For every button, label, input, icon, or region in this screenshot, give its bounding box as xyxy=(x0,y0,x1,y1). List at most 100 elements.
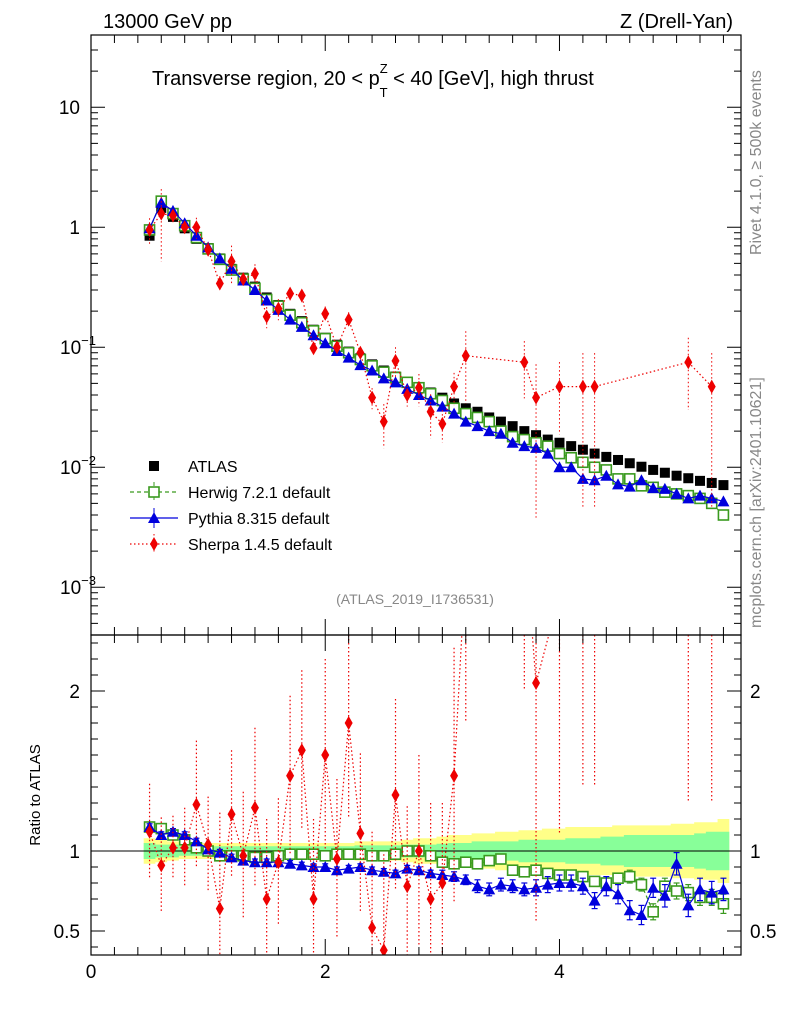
y-tick-label: 10−3 xyxy=(60,573,96,599)
ratio-point-sherpa xyxy=(204,837,213,852)
ratio-point-sherpa xyxy=(274,855,283,870)
tick-exp: −1 xyxy=(81,333,96,348)
point-sherpa xyxy=(414,380,423,395)
ratio-point-sherpa xyxy=(332,852,341,866)
ratio-point-pythia xyxy=(284,857,297,869)
point-atlas xyxy=(519,426,530,437)
ratio-point-herwig xyxy=(377,849,390,862)
point-sherpa xyxy=(215,276,224,291)
point-pythia xyxy=(424,394,437,406)
point-pythia xyxy=(541,447,554,459)
main-marks xyxy=(143,189,730,521)
point-pythia xyxy=(635,474,648,486)
ratio-point-sherpa xyxy=(286,768,295,783)
ratio-point-sherpa xyxy=(450,768,459,783)
point-sherpa xyxy=(297,288,306,303)
ratio-point-pythia xyxy=(682,899,695,911)
point-pythia xyxy=(436,400,449,412)
point-sherpa xyxy=(204,242,213,257)
header-right: Z (Drell-Yan) xyxy=(620,11,733,33)
point-pythia xyxy=(518,440,531,452)
point-sherpa xyxy=(344,312,353,327)
legend-marker-pythia xyxy=(148,512,160,523)
ratio-point-sherpa xyxy=(379,943,388,955)
point-sherpa xyxy=(239,272,248,287)
point-sherpa xyxy=(262,309,271,324)
point-sherpa xyxy=(356,345,365,360)
title-post: < 40 [GeV], high thrust xyxy=(388,68,595,90)
ratio-marks xyxy=(91,540,741,955)
point-atlas xyxy=(507,421,518,432)
point-atlas xyxy=(554,437,565,448)
ratio-point-herwig xyxy=(495,853,507,865)
ratio-point-pythia xyxy=(260,856,273,868)
x-tick-label: 2 xyxy=(320,962,331,983)
main-title: Transverse region, 20 < pZ T < 40 [GeV], … xyxy=(152,61,594,100)
y-tick-label: 1 xyxy=(69,218,80,239)
tick-exp: −2 xyxy=(81,453,96,468)
legend-label-atlas: ATLAS xyxy=(188,459,238,476)
point-pythia xyxy=(588,474,601,486)
point-sherpa xyxy=(578,379,587,394)
point-atlas xyxy=(648,464,659,475)
point-sherpa xyxy=(227,254,236,269)
point-atlas xyxy=(624,458,635,469)
ratio-point-herwig xyxy=(436,856,449,869)
ratio-point-herwig xyxy=(296,848,308,861)
series-line-pythia xyxy=(149,201,724,502)
point-sherpa xyxy=(684,355,693,370)
ratio-point-pythia xyxy=(483,883,496,895)
ratio-y-tick-label-right: 1 xyxy=(750,842,761,863)
point-atlas xyxy=(566,441,577,452)
ratio-point-pythia xyxy=(494,878,507,890)
point-sherpa xyxy=(461,348,470,363)
ratio-point-sherpa xyxy=(227,807,236,822)
point-atlas xyxy=(695,475,706,486)
point-sherpa xyxy=(145,222,154,237)
legend-marker-sherpa xyxy=(150,537,158,551)
ratio-point-pythia xyxy=(166,825,179,837)
ratio-point-pythia xyxy=(647,881,660,893)
point-pythia xyxy=(600,469,613,481)
ratio-point-sherpa xyxy=(168,840,177,855)
ratio-point-sherpa xyxy=(579,540,587,554)
point-pythia xyxy=(260,294,273,306)
ratio-point-sherpa xyxy=(403,879,412,894)
ratio-point-pythia xyxy=(248,856,261,868)
ratio-point-pythia xyxy=(412,864,425,876)
point-pythia xyxy=(658,482,671,494)
point-pythia xyxy=(471,420,484,432)
side-label-bottom: mcplots.cern.ch [arXiv:2401.10621] xyxy=(748,377,765,628)
ratio-point-sherpa xyxy=(532,676,541,690)
point-pythia xyxy=(682,492,695,504)
point-sherpa xyxy=(321,306,330,321)
series-pythia xyxy=(143,196,730,507)
series-sherpa xyxy=(145,189,716,518)
ratio-point-pythia xyxy=(178,829,191,840)
point-pythia xyxy=(448,407,461,419)
ratio-point-herwig xyxy=(389,848,402,861)
ratio-y-tick-label: 0.5 xyxy=(54,922,80,943)
point-sherpa xyxy=(168,208,177,223)
ratio-point-pythia xyxy=(705,886,718,898)
point-sherpa xyxy=(332,340,341,355)
point-atlas xyxy=(601,451,612,462)
point-sherpa xyxy=(180,220,189,235)
ratio-point-pythia xyxy=(576,880,589,892)
ratio-point-pythia xyxy=(623,904,636,916)
ratio-ylabel: Ratio to ATLAS xyxy=(27,744,44,845)
point-sherpa xyxy=(391,353,400,368)
y-tick-label: 10−2 xyxy=(60,453,96,479)
ratio-point-sherpa xyxy=(192,797,201,812)
point-pythia xyxy=(459,415,472,427)
ratio-y-tick-label: 2 xyxy=(69,682,80,703)
ratio-point-sherpa xyxy=(321,748,330,762)
point-sherpa xyxy=(450,379,459,394)
point-pythia xyxy=(295,320,308,332)
point-pythia xyxy=(284,313,297,325)
ratio-point-pythia xyxy=(612,888,625,900)
point-pythia xyxy=(530,441,543,453)
ratio-point-herwig xyxy=(647,905,659,918)
